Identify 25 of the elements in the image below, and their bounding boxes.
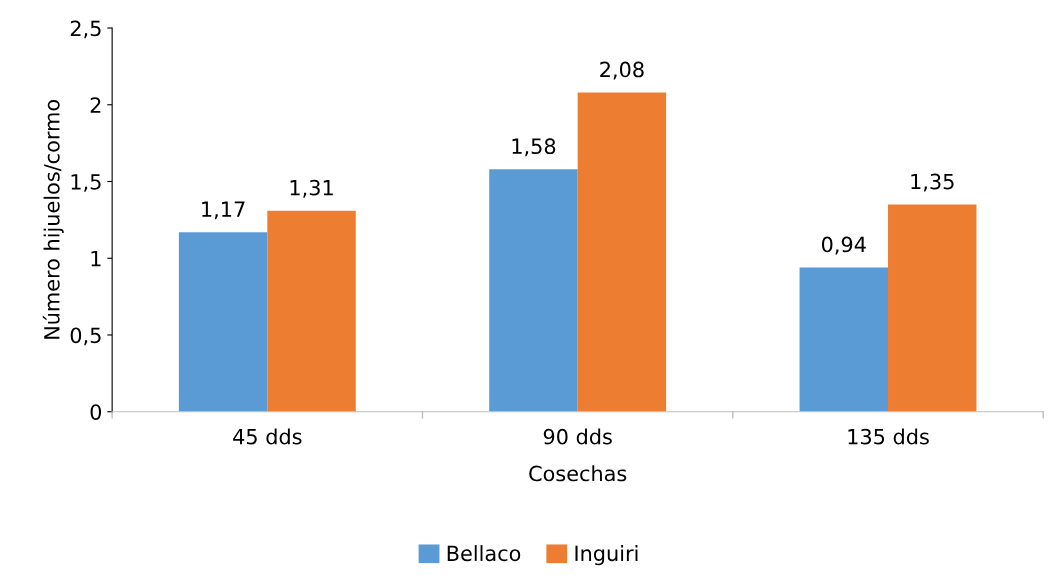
- bar: [577, 92, 667, 412]
- data-label: 1,31: [290, 179, 333, 198]
- y-tick-label: 0: [90, 404, 102, 420]
- y-tick-label: 1,5: [71, 174, 101, 192]
- y-tick-label: 2,5: [70, 20, 101, 39]
- legend-label: Inguiri: [575, 545, 638, 566]
- legend-label: Bellaco: [447, 545, 521, 562]
- x-tick-label: 45 dds: [233, 428, 302, 445]
- data-label: 1,35: [911, 173, 954, 192]
- bar: [799, 267, 889, 412]
- x-tick-label: 135 dds: [848, 428, 929, 445]
- bar: [888, 204, 977, 412]
- bar: [267, 210, 356, 412]
- bar: [489, 169, 578, 412]
- data-label: 2,08: [600, 61, 644, 80]
- y-tick-label: 1: [91, 250, 101, 267]
- y-tick-label: 0,5: [70, 327, 101, 346]
- data-label: 1,17: [202, 201, 245, 220]
- y-tick-label: 2: [90, 97, 101, 113]
- y-axis-title: Número hijuelos/cormo: [42, 100, 64, 339]
- x-tick-label: 90 dds: [543, 428, 612, 445]
- data-label: 0,94: [821, 236, 866, 255]
- data-label: 1,58: [512, 138, 556, 157]
- bar: [178, 232, 268, 412]
- x-axis-title: Cosechas: [529, 465, 627, 482]
